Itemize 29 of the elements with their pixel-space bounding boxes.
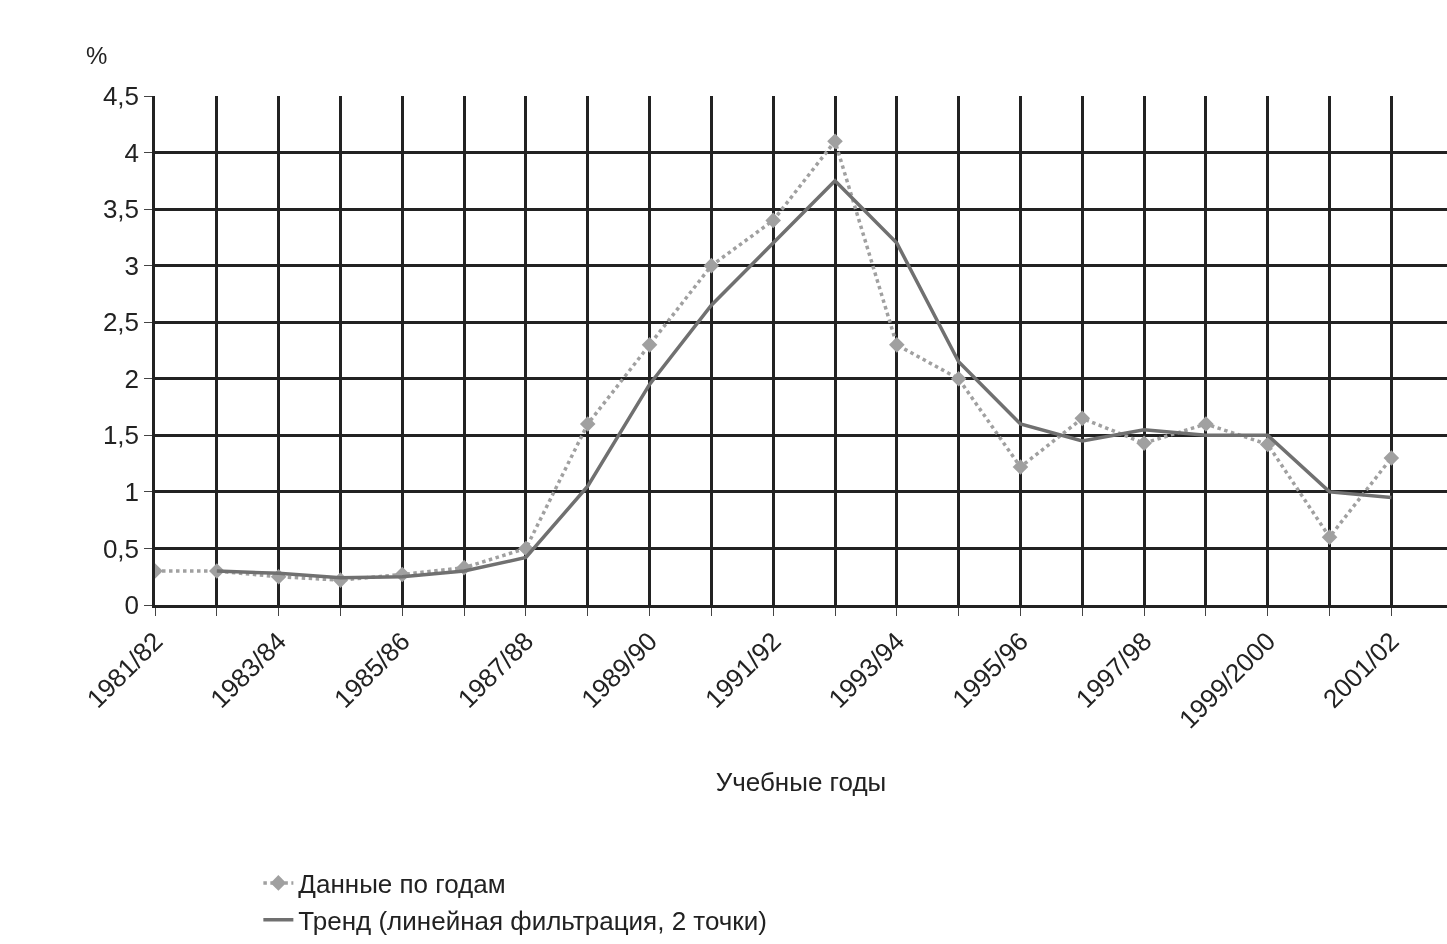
y-tick-label: 1 xyxy=(124,476,140,507)
y-tick-label: 2,5 xyxy=(102,307,140,338)
y-tick-label: 3 xyxy=(124,250,140,281)
point xyxy=(641,337,658,353)
point xyxy=(579,416,596,432)
point xyxy=(1321,529,1338,545)
point xyxy=(889,337,905,353)
point xyxy=(1198,416,1214,432)
y-tick-label: 3,5 xyxy=(102,194,140,225)
y-tick-label: 0 xyxy=(124,590,140,621)
y-tick-label: 4 xyxy=(124,137,140,168)
point xyxy=(703,257,720,274)
legend-label: Данные по годам xyxy=(298,869,506,900)
point xyxy=(1012,459,1029,475)
point xyxy=(1136,435,1152,452)
y-axis-title: % xyxy=(86,42,108,69)
y-tick-label: 4,5 xyxy=(102,81,140,112)
point xyxy=(827,133,843,150)
y-tick-label: 1,5 xyxy=(102,420,140,451)
point xyxy=(1383,450,1400,466)
point xyxy=(1074,410,1091,427)
x-axis-title: Учебные годы xyxy=(715,766,887,797)
y-tick-label: 0,5 xyxy=(102,533,140,564)
point xyxy=(518,540,534,557)
point xyxy=(765,212,781,229)
point xyxy=(1259,436,1276,453)
y-tick-label: 2 xyxy=(124,363,140,394)
point xyxy=(950,370,967,387)
legend-label: Тренд (линейная фильтрация, 2 точки) xyxy=(298,905,767,936)
